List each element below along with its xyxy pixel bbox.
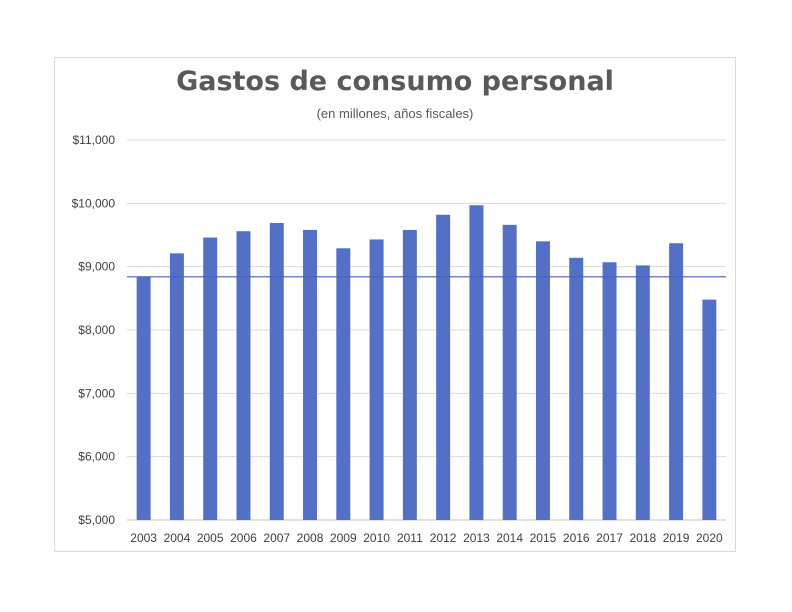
x-tick-label: 2012 (430, 531, 457, 545)
x-tick-label: 2010 (363, 531, 390, 545)
x-tick-label: 2009 (330, 531, 357, 545)
y-tick-label: $9,000 (78, 260, 115, 274)
bar-2006 (236, 231, 251, 520)
x-tick-label: 2020 (696, 531, 723, 545)
bar-2004 (169, 253, 184, 520)
bar-2019 (669, 243, 684, 520)
y-tick-label: $8,000 (78, 323, 115, 337)
y-tick-label: $10,000 (72, 196, 116, 210)
bar-2010 (369, 239, 384, 520)
chart-title: Gastos de consumo personal (176, 66, 614, 97)
bar-2008 (303, 229, 318, 520)
x-tick-label: 2007 (263, 531, 290, 545)
bar-2017 (602, 262, 617, 520)
chart-subtitle: (en millones, años fiscales) (316, 106, 474, 121)
x-tick-label: 2008 (297, 531, 324, 545)
x-tick-label: 2011 (397, 531, 423, 545)
bar-2016 (569, 257, 584, 520)
bar-2014 (502, 224, 517, 520)
x-tick-label: 2018 (629, 531, 656, 545)
bar-2007 (269, 222, 284, 520)
x-tick-label: 2013 (463, 531, 490, 545)
x-tick-label: 2016 (563, 531, 590, 545)
bar-2015 (535, 241, 550, 521)
x-tick-label: 2005 (197, 531, 224, 545)
y-tick-label: $7,000 (78, 386, 115, 400)
bar-2005 (203, 237, 218, 521)
bar-2012 (436, 214, 451, 520)
y-tick-label: $6,000 (78, 450, 115, 464)
bar-2020 (702, 299, 717, 520)
bar-2018 (635, 265, 650, 520)
bar-2013 (469, 205, 484, 520)
y-tick-label: $5,000 (78, 513, 115, 527)
x-tick-label: 2006 (230, 531, 257, 545)
bar-2003 (136, 276, 151, 520)
x-tick-label: 2017 (596, 531, 623, 545)
bar-2009 (336, 248, 351, 521)
x-tick-label: 2014 (496, 531, 523, 545)
x-tick-label: 2003 (130, 531, 157, 545)
x-tick-label: 2019 (663, 531, 690, 545)
x-tick-label: 2015 (530, 531, 557, 545)
x-tick-label: 2004 (164, 531, 191, 545)
bar-2011 (402, 229, 417, 520)
y-tick-label: $11,000 (73, 133, 116, 147)
